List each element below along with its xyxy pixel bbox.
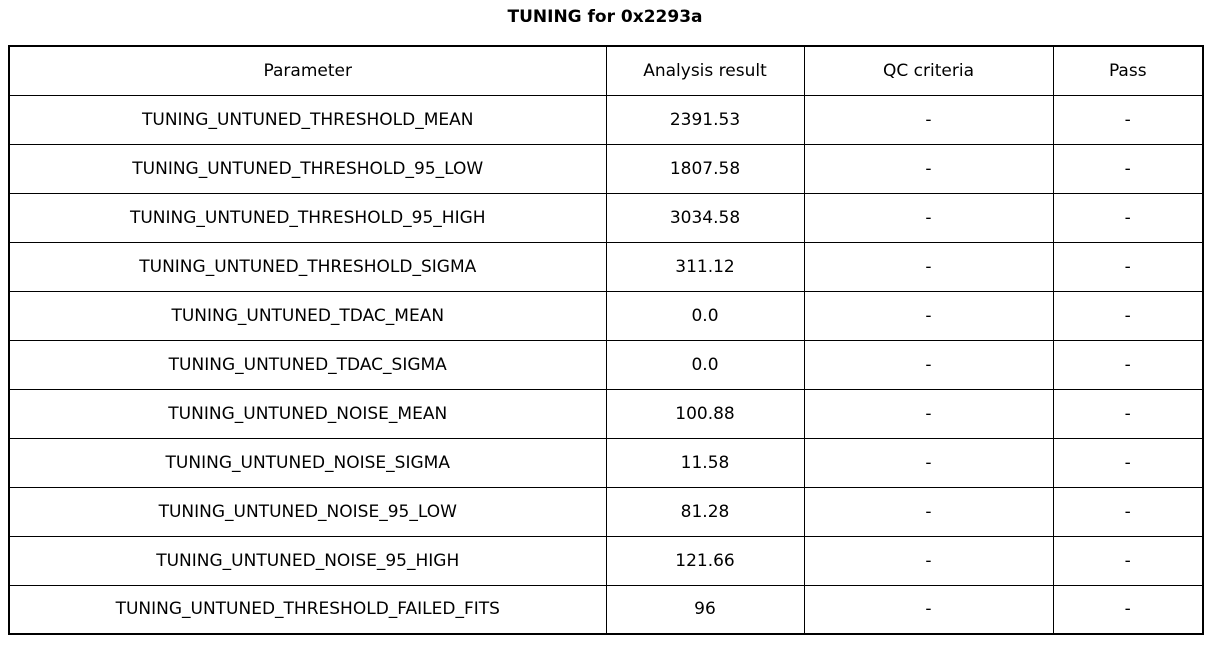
pass-cell: - [1052, 486, 1204, 537]
parameter-cell: TUNING_UNTUNED_NOISE_95_LOW [8, 486, 607, 537]
column-header-qc-criteria: QC criteria [803, 45, 1054, 96]
table-row: TUNING_UNTUNED_THRESHOLD_MEAN 2391.53- - [8, 94, 1204, 145]
table-row: TUNING_UNTUNED_THRESHOLD_95_LOW 1807.58- - [8, 143, 1204, 194]
parameter-cell: TUNING_UNTUNED_THRESHOLD_95_LOW [8, 143, 607, 194]
pass-cell: - [1052, 388, 1204, 439]
analysis-result-cell: 81.28 [605, 486, 805, 537]
parameter-cell: TUNING_UNTUNED_NOISE_MEAN [8, 388, 607, 439]
table-row: TUNING_UNTUNED_NOISE_SIGMA 11.58- - [8, 437, 1204, 488]
analysis-result-cell: 2391.53 [605, 94, 805, 145]
parameter-cell: TUNING_UNTUNED_TDAC_MEAN [8, 290, 607, 341]
parameter-cell: TUNING_UNTUNED_NOISE_SIGMA [8, 437, 607, 488]
parameter-cell: TUNING_UNTUNED_NOISE_95_HIGH [8, 535, 607, 586]
analysis-result-cell: 100.88 [605, 388, 805, 439]
analysis-result-cell: 1807.58 [605, 143, 805, 194]
qc-criteria-cell: - [803, 388, 1054, 439]
analysis-result-cell: 11.58 [605, 437, 805, 488]
analysis-result-cell: 0.0 [605, 339, 805, 390]
qc-criteria-cell: - [803, 437, 1054, 488]
qc-criteria-cell: - [803, 486, 1054, 537]
header-row: Parameter Analysis result QC criteria Pa… [8, 45, 1204, 96]
parameter-cell: TUNING_UNTUNED_THRESHOLD_SIGMA [8, 241, 607, 292]
table-row: TUNING_UNTUNED_THRESHOLD_95_HIGH 3034.58-… [8, 192, 1204, 243]
qc-criteria-cell: - [803, 143, 1054, 194]
column-header-pass: Pass [1052, 45, 1204, 96]
table-row: TUNING_UNTUNED_NOISE_MEAN 100.88- - [8, 388, 1204, 439]
table-row: TUNING_UNTUNED_NOISE_95_HIGH 121.66- - [8, 535, 1204, 586]
table-title: TUNING for 0x2293a [507, 7, 703, 27]
tuning-results-table: Parameter Analysis result QC criteria Pa… [8, 45, 1204, 635]
column-header-analysis-result: Analysis result [605, 45, 805, 96]
qc-criteria-cell: - [803, 535, 1054, 586]
pass-cell: - [1052, 192, 1204, 243]
table-row: TUNING_UNTUNED_TDAC_MEAN 0.0- - [8, 290, 1204, 341]
pass-cell: - [1052, 535, 1204, 586]
qc-criteria-cell: - [803, 339, 1054, 390]
pass-cell: - [1052, 339, 1204, 390]
parameter-cell: TUNING_UNTUNED_THRESHOLD_MEAN [8, 94, 607, 145]
qc-criteria-cell: - [803, 290, 1054, 341]
qc-criteria-cell: - [803, 94, 1054, 145]
analysis-result-cell: 3034.58 [605, 192, 805, 243]
parameter-cell: TUNING_UNTUNED_THRESHOLD_FAILED_FITS [8, 584, 607, 635]
qc-criteria-cell: - [803, 584, 1054, 635]
table-row: TUNING_UNTUNED_THRESHOLD_SIGMA 311.12- - [8, 241, 1204, 292]
pass-cell: - [1052, 143, 1204, 194]
analysis-result-cell: 121.66 [605, 535, 805, 586]
column-header-parameter: Parameter [8, 45, 607, 96]
pass-cell: - [1052, 437, 1204, 488]
table-body: TUNING_UNTUNED_THRESHOLD_MEAN 2391.53- - TU… [8, 94, 1204, 635]
analysis-result-cell: 0.0 [605, 290, 805, 341]
table-row: TUNING_UNTUNED_TDAC_SIGMA 0.0- - [8, 339, 1204, 390]
parameter-cell: TUNING_UNTUNED_THRESHOLD_95_HIGH [8, 192, 607, 243]
pass-cell: - [1052, 94, 1204, 145]
pass-cell: - [1052, 584, 1204, 635]
analysis-result-cell: 311.12 [605, 241, 805, 292]
analysis-result-cell: 96 [605, 584, 805, 635]
qc-criteria-cell: - [803, 241, 1054, 292]
qc-criteria-cell: - [803, 192, 1054, 243]
table-row: TUNING_UNTUNED_THRESHOLD_FAILED_FITS 96- - [8, 584, 1204, 635]
pass-cell: - [1052, 241, 1204, 292]
parameter-cell: TUNING_UNTUNED_TDAC_SIGMA [8, 339, 607, 390]
pass-cell: - [1052, 290, 1204, 341]
table-row: TUNING_UNTUNED_NOISE_95_LOW 81.28- - [8, 486, 1204, 537]
